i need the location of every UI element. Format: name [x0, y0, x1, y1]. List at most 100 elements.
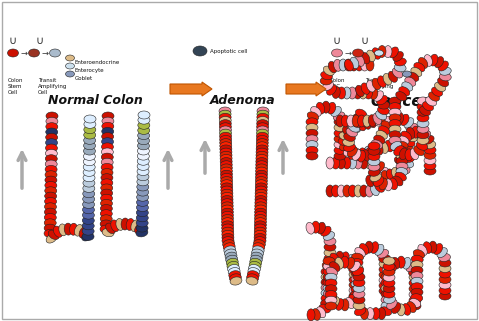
Ellipse shape: [227, 261, 239, 270]
Ellipse shape: [135, 223, 145, 234]
Ellipse shape: [46, 234, 57, 243]
Text: →: →: [42, 48, 48, 57]
Ellipse shape: [381, 302, 393, 310]
Ellipse shape: [354, 185, 362, 197]
Ellipse shape: [383, 74, 392, 85]
Ellipse shape: [137, 198, 148, 206]
Ellipse shape: [396, 152, 408, 160]
Ellipse shape: [399, 143, 409, 154]
Ellipse shape: [407, 301, 416, 313]
Ellipse shape: [82, 211, 94, 219]
Ellipse shape: [254, 233, 266, 241]
Ellipse shape: [409, 296, 421, 304]
Ellipse shape: [138, 116, 150, 124]
Ellipse shape: [389, 119, 401, 127]
Ellipse shape: [257, 113, 269, 121]
Ellipse shape: [439, 292, 451, 300]
Ellipse shape: [439, 73, 451, 81]
Ellipse shape: [324, 260, 336, 268]
Ellipse shape: [363, 115, 371, 127]
Ellipse shape: [327, 85, 336, 95]
Ellipse shape: [45, 181, 57, 189]
Ellipse shape: [405, 77, 416, 86]
Ellipse shape: [131, 220, 139, 232]
Ellipse shape: [100, 225, 112, 233]
Ellipse shape: [424, 167, 436, 175]
Ellipse shape: [82, 227, 94, 235]
Ellipse shape: [424, 141, 436, 149]
Ellipse shape: [220, 148, 232, 156]
Ellipse shape: [401, 149, 413, 157]
Ellipse shape: [101, 169, 113, 177]
Ellipse shape: [401, 143, 413, 152]
Text: Transit
Amplifying
Cell: Transit Amplifying Cell: [365, 78, 394, 95]
Ellipse shape: [321, 294, 333, 302]
Ellipse shape: [389, 131, 401, 139]
Ellipse shape: [74, 224, 83, 236]
Ellipse shape: [46, 155, 57, 163]
Ellipse shape: [257, 107, 269, 115]
Ellipse shape: [383, 263, 395, 271]
Ellipse shape: [339, 143, 351, 151]
Ellipse shape: [138, 111, 150, 119]
Ellipse shape: [325, 273, 337, 281]
Ellipse shape: [380, 307, 391, 316]
Ellipse shape: [137, 183, 149, 191]
Ellipse shape: [420, 106, 431, 116]
Ellipse shape: [83, 174, 95, 182]
Ellipse shape: [254, 237, 266, 245]
Ellipse shape: [417, 97, 429, 105]
Ellipse shape: [353, 273, 365, 281]
Ellipse shape: [359, 148, 367, 160]
Ellipse shape: [334, 146, 346, 154]
Ellipse shape: [126, 219, 134, 230]
Ellipse shape: [324, 243, 336, 251]
Ellipse shape: [351, 118, 362, 127]
Ellipse shape: [411, 272, 423, 280]
Ellipse shape: [370, 173, 381, 182]
Ellipse shape: [331, 49, 342, 57]
Ellipse shape: [83, 158, 95, 166]
Ellipse shape: [351, 285, 363, 293]
Ellipse shape: [357, 150, 365, 162]
Ellipse shape: [376, 172, 385, 184]
Ellipse shape: [371, 140, 383, 149]
Ellipse shape: [342, 126, 353, 137]
Ellipse shape: [347, 123, 356, 134]
Ellipse shape: [402, 257, 411, 269]
Ellipse shape: [255, 189, 267, 197]
Ellipse shape: [393, 51, 403, 61]
Ellipse shape: [311, 107, 321, 117]
Ellipse shape: [306, 152, 318, 160]
Text: Colon
Stem
Cell: Colon Stem Cell: [8, 78, 23, 95]
Ellipse shape: [82, 206, 94, 214]
Ellipse shape: [137, 204, 148, 212]
Ellipse shape: [334, 124, 346, 132]
FancyArrow shape: [286, 82, 326, 96]
Ellipse shape: [439, 275, 451, 283]
Ellipse shape: [345, 255, 354, 265]
Ellipse shape: [379, 276, 391, 284]
Ellipse shape: [439, 281, 451, 289]
Ellipse shape: [221, 205, 233, 213]
Ellipse shape: [363, 117, 371, 129]
Ellipse shape: [417, 103, 429, 111]
Ellipse shape: [45, 192, 57, 200]
Ellipse shape: [251, 249, 263, 257]
Ellipse shape: [255, 205, 267, 213]
Ellipse shape: [45, 187, 57, 195]
Ellipse shape: [429, 92, 440, 101]
Ellipse shape: [219, 113, 231, 121]
Ellipse shape: [387, 299, 397, 309]
Ellipse shape: [326, 185, 334, 197]
Ellipse shape: [84, 136, 96, 144]
Ellipse shape: [334, 118, 346, 126]
Ellipse shape: [411, 67, 422, 77]
Ellipse shape: [396, 147, 408, 155]
Ellipse shape: [343, 87, 351, 99]
Ellipse shape: [377, 106, 389, 115]
Ellipse shape: [404, 138, 415, 147]
Ellipse shape: [425, 97, 436, 106]
Ellipse shape: [100, 215, 112, 223]
Ellipse shape: [339, 132, 351, 140]
